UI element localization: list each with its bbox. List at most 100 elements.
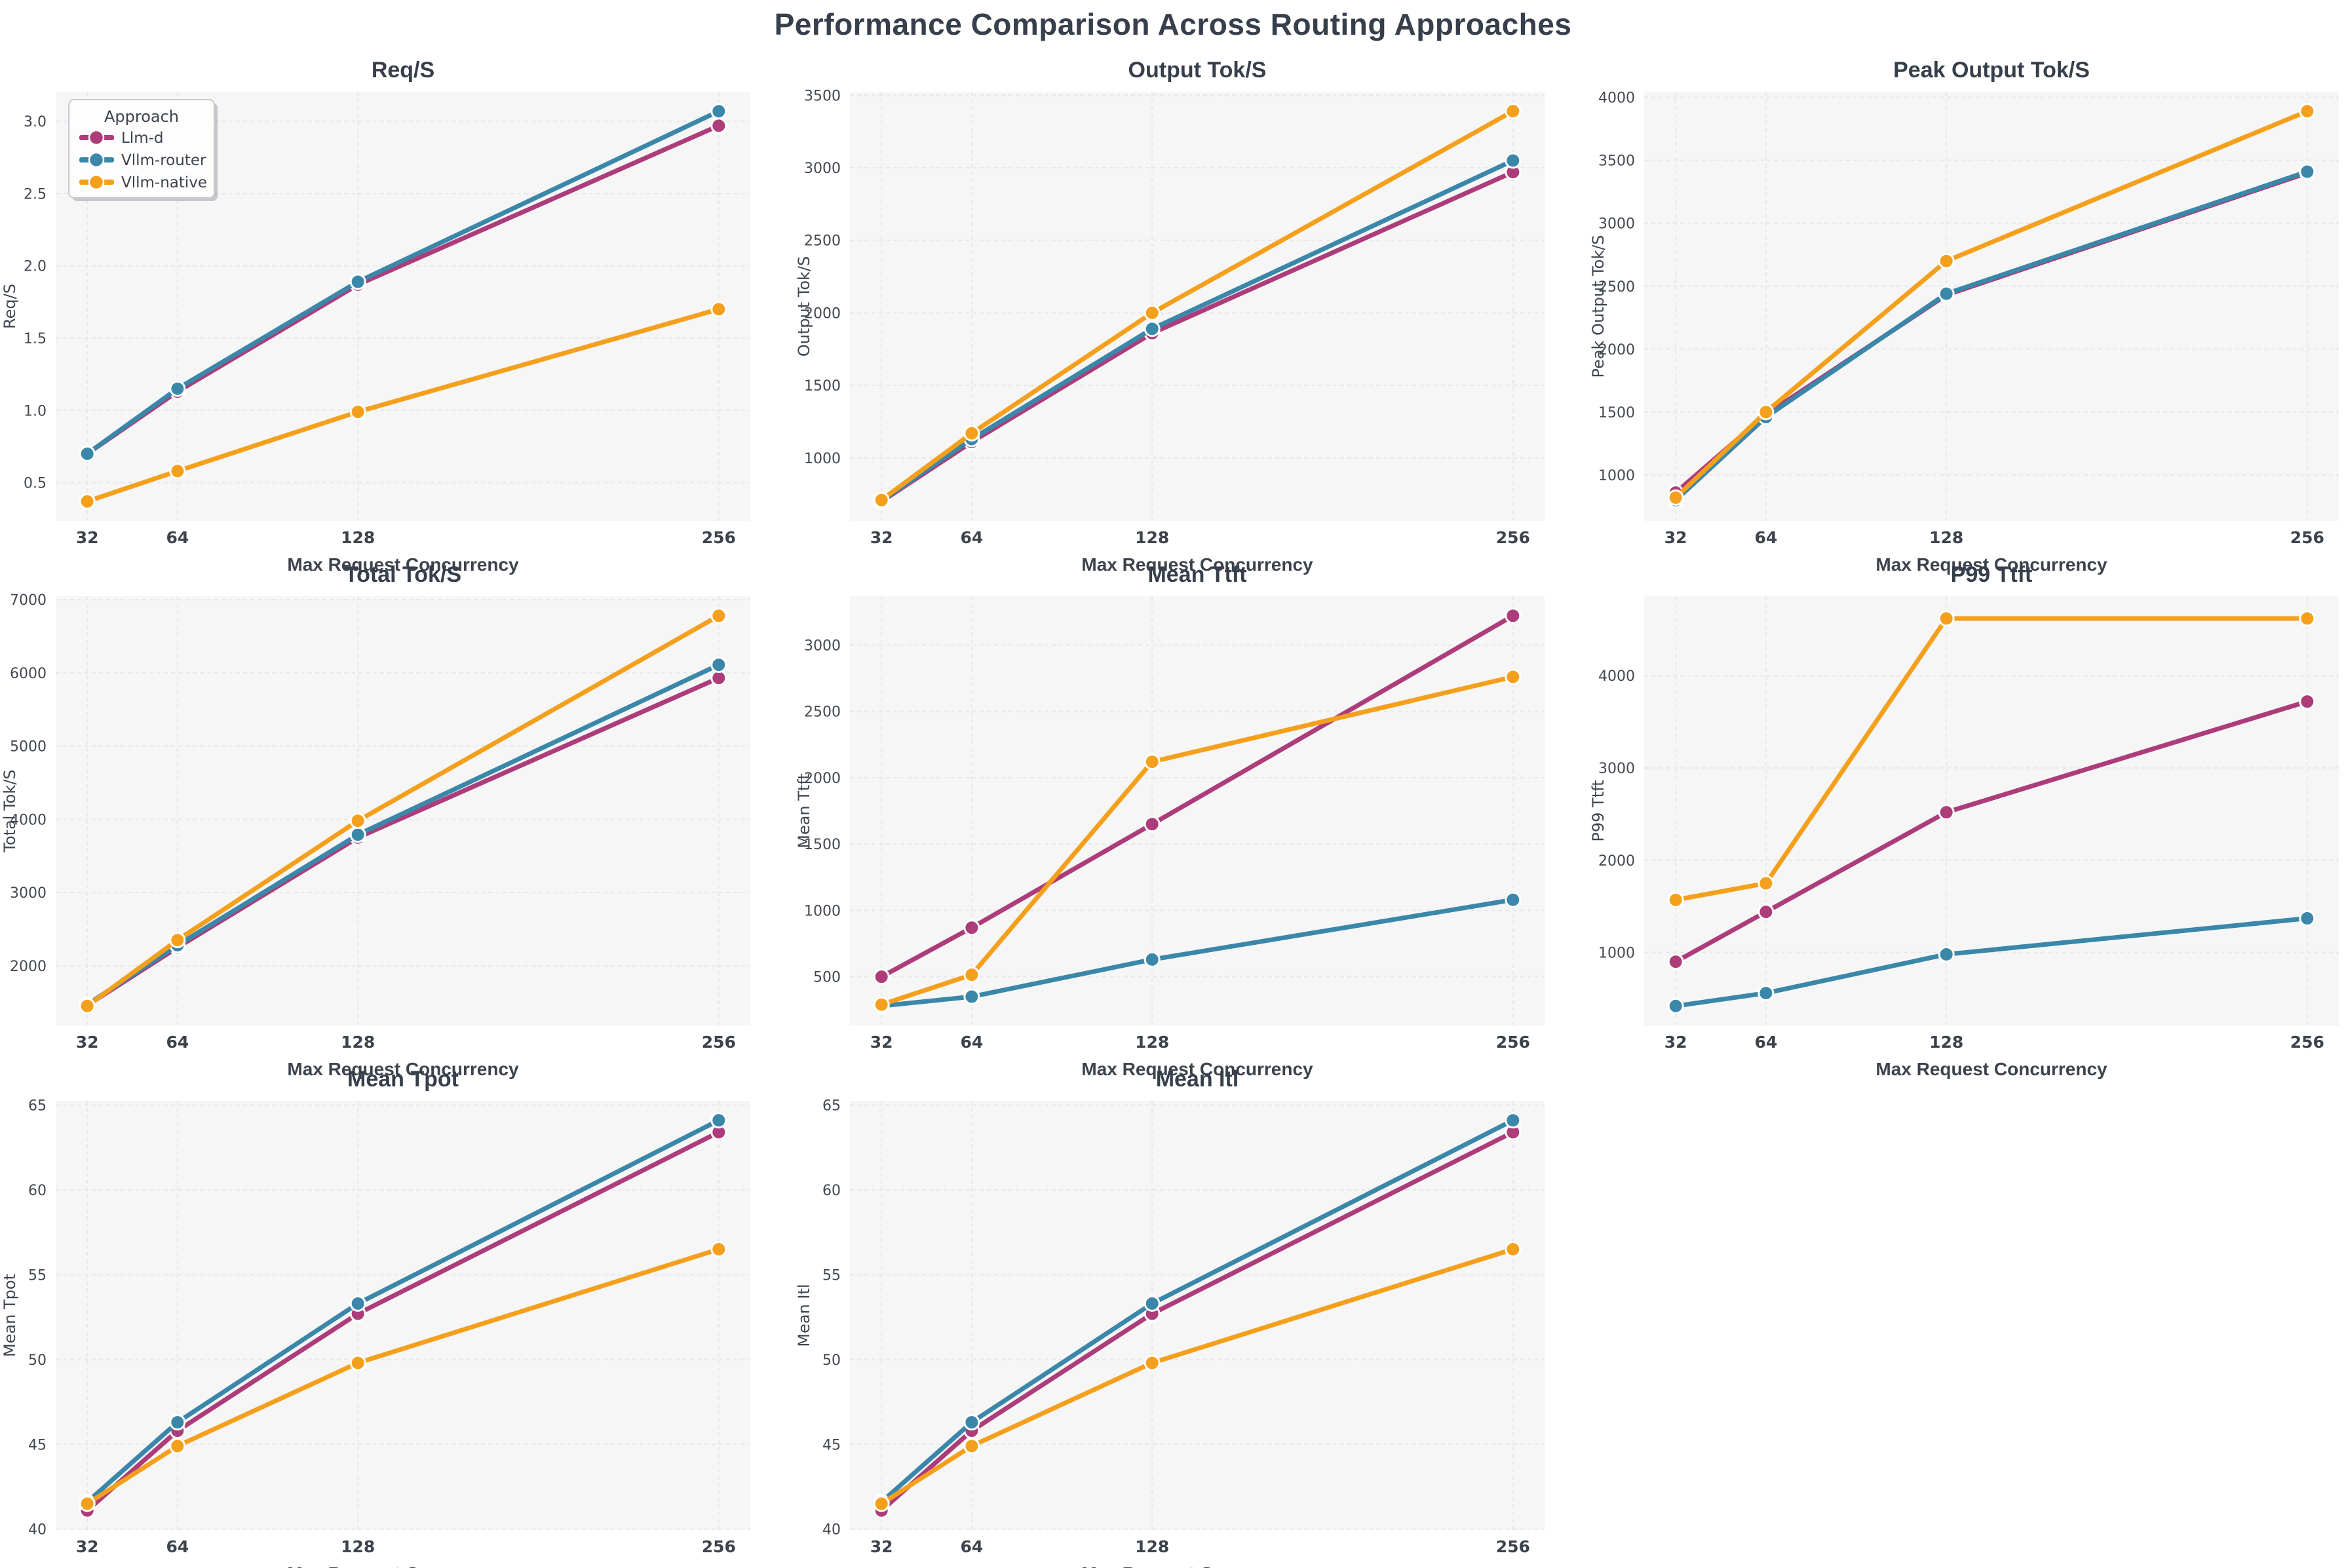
ytick-label: 45 xyxy=(28,1437,47,1453)
xtick-label: 32 xyxy=(76,1033,99,1052)
legend-marker-vllm_native xyxy=(88,174,105,191)
subplot-title-req_s: Req/S xyxy=(372,58,434,83)
point-vllm_native-32 xyxy=(79,493,96,510)
ytick-label: 50 xyxy=(822,1352,841,1369)
legend-label-vllm_router: Vllm-router xyxy=(121,152,206,169)
subplot-title-p99_ttft: P99 Ttft xyxy=(1951,562,2033,587)
xaxis-label-mean_tpot: Max Request Concurrency xyxy=(287,1563,519,1568)
xaxis-label-p99_ttft: Max Request Concurrency xyxy=(1875,1059,2107,1079)
point-llm_d-256 xyxy=(2299,693,2316,710)
ytick-label: 1000 xyxy=(804,903,841,919)
line-vllm_native xyxy=(881,674,1514,1007)
yaxis-label-total_tok_s: Total Tok/S xyxy=(1,769,19,852)
ytick-label: 65 xyxy=(28,1098,47,1114)
ytick-label: 1000 xyxy=(1598,468,1635,484)
point-vllm_native-128 xyxy=(1144,304,1161,321)
series-vllm_native xyxy=(1667,103,2316,506)
point-vllm_native-256 xyxy=(710,607,727,624)
point-vllm_native-32 xyxy=(873,491,890,508)
yaxis-label-output_tok_s: Output Tok/S xyxy=(795,256,813,356)
gridlines-p99_ttft xyxy=(1644,596,2339,1025)
ytick-label: 2000 xyxy=(804,305,841,322)
ytick-label: 3000 xyxy=(10,885,47,902)
ytick-label: 1500 xyxy=(1598,405,1635,421)
xtick-label: 256 xyxy=(1496,1033,1530,1052)
point-vllm_router-256 xyxy=(1505,152,1522,169)
gridlines-mean_ttft xyxy=(850,596,1545,1025)
point-llm_d-128 xyxy=(1938,804,1955,821)
xtick-label: 32 xyxy=(76,1537,99,1556)
point-vllm_native-256 xyxy=(2299,103,2316,120)
axes-background-peak_output_tok_s xyxy=(1644,92,2339,521)
subplot-total_tok_s: Total Tok/S 2000 3000 4000 5000 6000 7000 32 64 1… xyxy=(1,562,750,1079)
line-vllm_native xyxy=(86,613,720,1008)
legend-title: Approach xyxy=(104,107,179,126)
point-vllm_router-128 xyxy=(1938,285,1955,302)
xtick-label: 128 xyxy=(1929,1033,1963,1052)
point-vllm_native-64 xyxy=(963,966,980,984)
xtick-label: 128 xyxy=(1135,528,1169,547)
xtick-label: 128 xyxy=(341,1537,375,1556)
point-vllm_router-128 xyxy=(349,273,366,290)
point-vllm_native-128 xyxy=(349,1354,366,1371)
ytick-label: 3500 xyxy=(804,88,841,104)
series-vllm_router xyxy=(1667,910,2316,1014)
ytick-label: 60 xyxy=(28,1183,47,1199)
series-vllm_native xyxy=(79,301,727,510)
point-vllm_router-256 xyxy=(710,1112,727,1129)
subplot-p99_ttft: P99 Ttft 1000 2000 3000 4000 32 64 128 256 Max Re… xyxy=(1589,562,2339,1079)
ytick-label: 0.5 xyxy=(24,476,47,492)
line-vllm_native xyxy=(880,109,1514,502)
line-vllm_native xyxy=(1675,616,2307,902)
point-vllm_native-32 xyxy=(79,997,96,1014)
xtick-label: 64 xyxy=(960,1033,983,1052)
point-llm_d-256 xyxy=(1505,607,1522,624)
legend-dash xyxy=(103,180,114,185)
subplot-title-total_tok_s: Total Tok/S xyxy=(345,562,461,587)
ytick-label: 60 xyxy=(822,1183,841,1199)
point-vllm_native-128 xyxy=(1144,1354,1161,1371)
point-vllm_router-256 xyxy=(710,657,727,674)
xtick-label: 256 xyxy=(1496,1537,1530,1556)
legend-marker-vllm_router xyxy=(88,151,105,168)
series-vllm_native xyxy=(873,668,1522,1013)
point-vllm_native-64 xyxy=(169,463,186,480)
point-vllm_native-64 xyxy=(1758,404,1775,421)
line-vllm_router xyxy=(85,1118,720,1504)
xtick-label: 128 xyxy=(341,1033,375,1052)
xtick-label: 128 xyxy=(1135,1033,1169,1052)
ytick-label: 7000 xyxy=(10,592,47,609)
ytick-label: 40 xyxy=(28,1522,47,1539)
line-vllm_router xyxy=(86,109,720,456)
xtick-label: 256 xyxy=(702,1033,736,1052)
point-llm_d-32 xyxy=(873,968,890,985)
xtick-label: 64 xyxy=(166,1033,189,1052)
legend: Approach Llm-d Vllm-router Vllm-native xyxy=(68,99,218,201)
point-llm_d-64 xyxy=(963,919,980,936)
point-vllm_router-64 xyxy=(169,380,186,397)
point-vllm_router-32 xyxy=(1667,997,1684,1014)
subplot-title-output_tok_s: Output Tok/S xyxy=(1128,58,1267,83)
point-vllm_native-64 xyxy=(169,1438,186,1455)
point-vllm_native-32 xyxy=(1667,891,1684,908)
ytick-label: 1500 xyxy=(804,378,841,394)
ytick-label: 6000 xyxy=(10,666,47,682)
point-vllm_router-64 xyxy=(1758,985,1775,1002)
xtick-label: 256 xyxy=(702,528,736,547)
ytick-label: 3000 xyxy=(1598,761,1635,777)
point-vllm_router-128 xyxy=(1938,946,1955,963)
line-vllm_router xyxy=(881,897,1514,1008)
legend-label-llm_d: Llm-d xyxy=(121,130,164,147)
point-vllm_native-128 xyxy=(349,813,366,830)
subplot-title-peak_output_tok_s: Peak Output Tok/S xyxy=(1893,58,2090,83)
series-vllm_native xyxy=(1667,610,2316,908)
point-vllm_native-256 xyxy=(2299,610,2316,627)
legend-entry-vllm_native: Vllm-native xyxy=(79,174,207,191)
xtick-label: 32 xyxy=(76,528,99,547)
line-vllm_native xyxy=(87,307,720,504)
line-vllm_router xyxy=(880,158,1514,503)
subplot-title-mean_itl: Mean Itl xyxy=(1156,1067,1239,1092)
series-vllm_native xyxy=(873,1241,1522,1512)
point-vllm_native-32 xyxy=(79,1495,96,1512)
point-llm_d-128 xyxy=(1144,816,1161,833)
